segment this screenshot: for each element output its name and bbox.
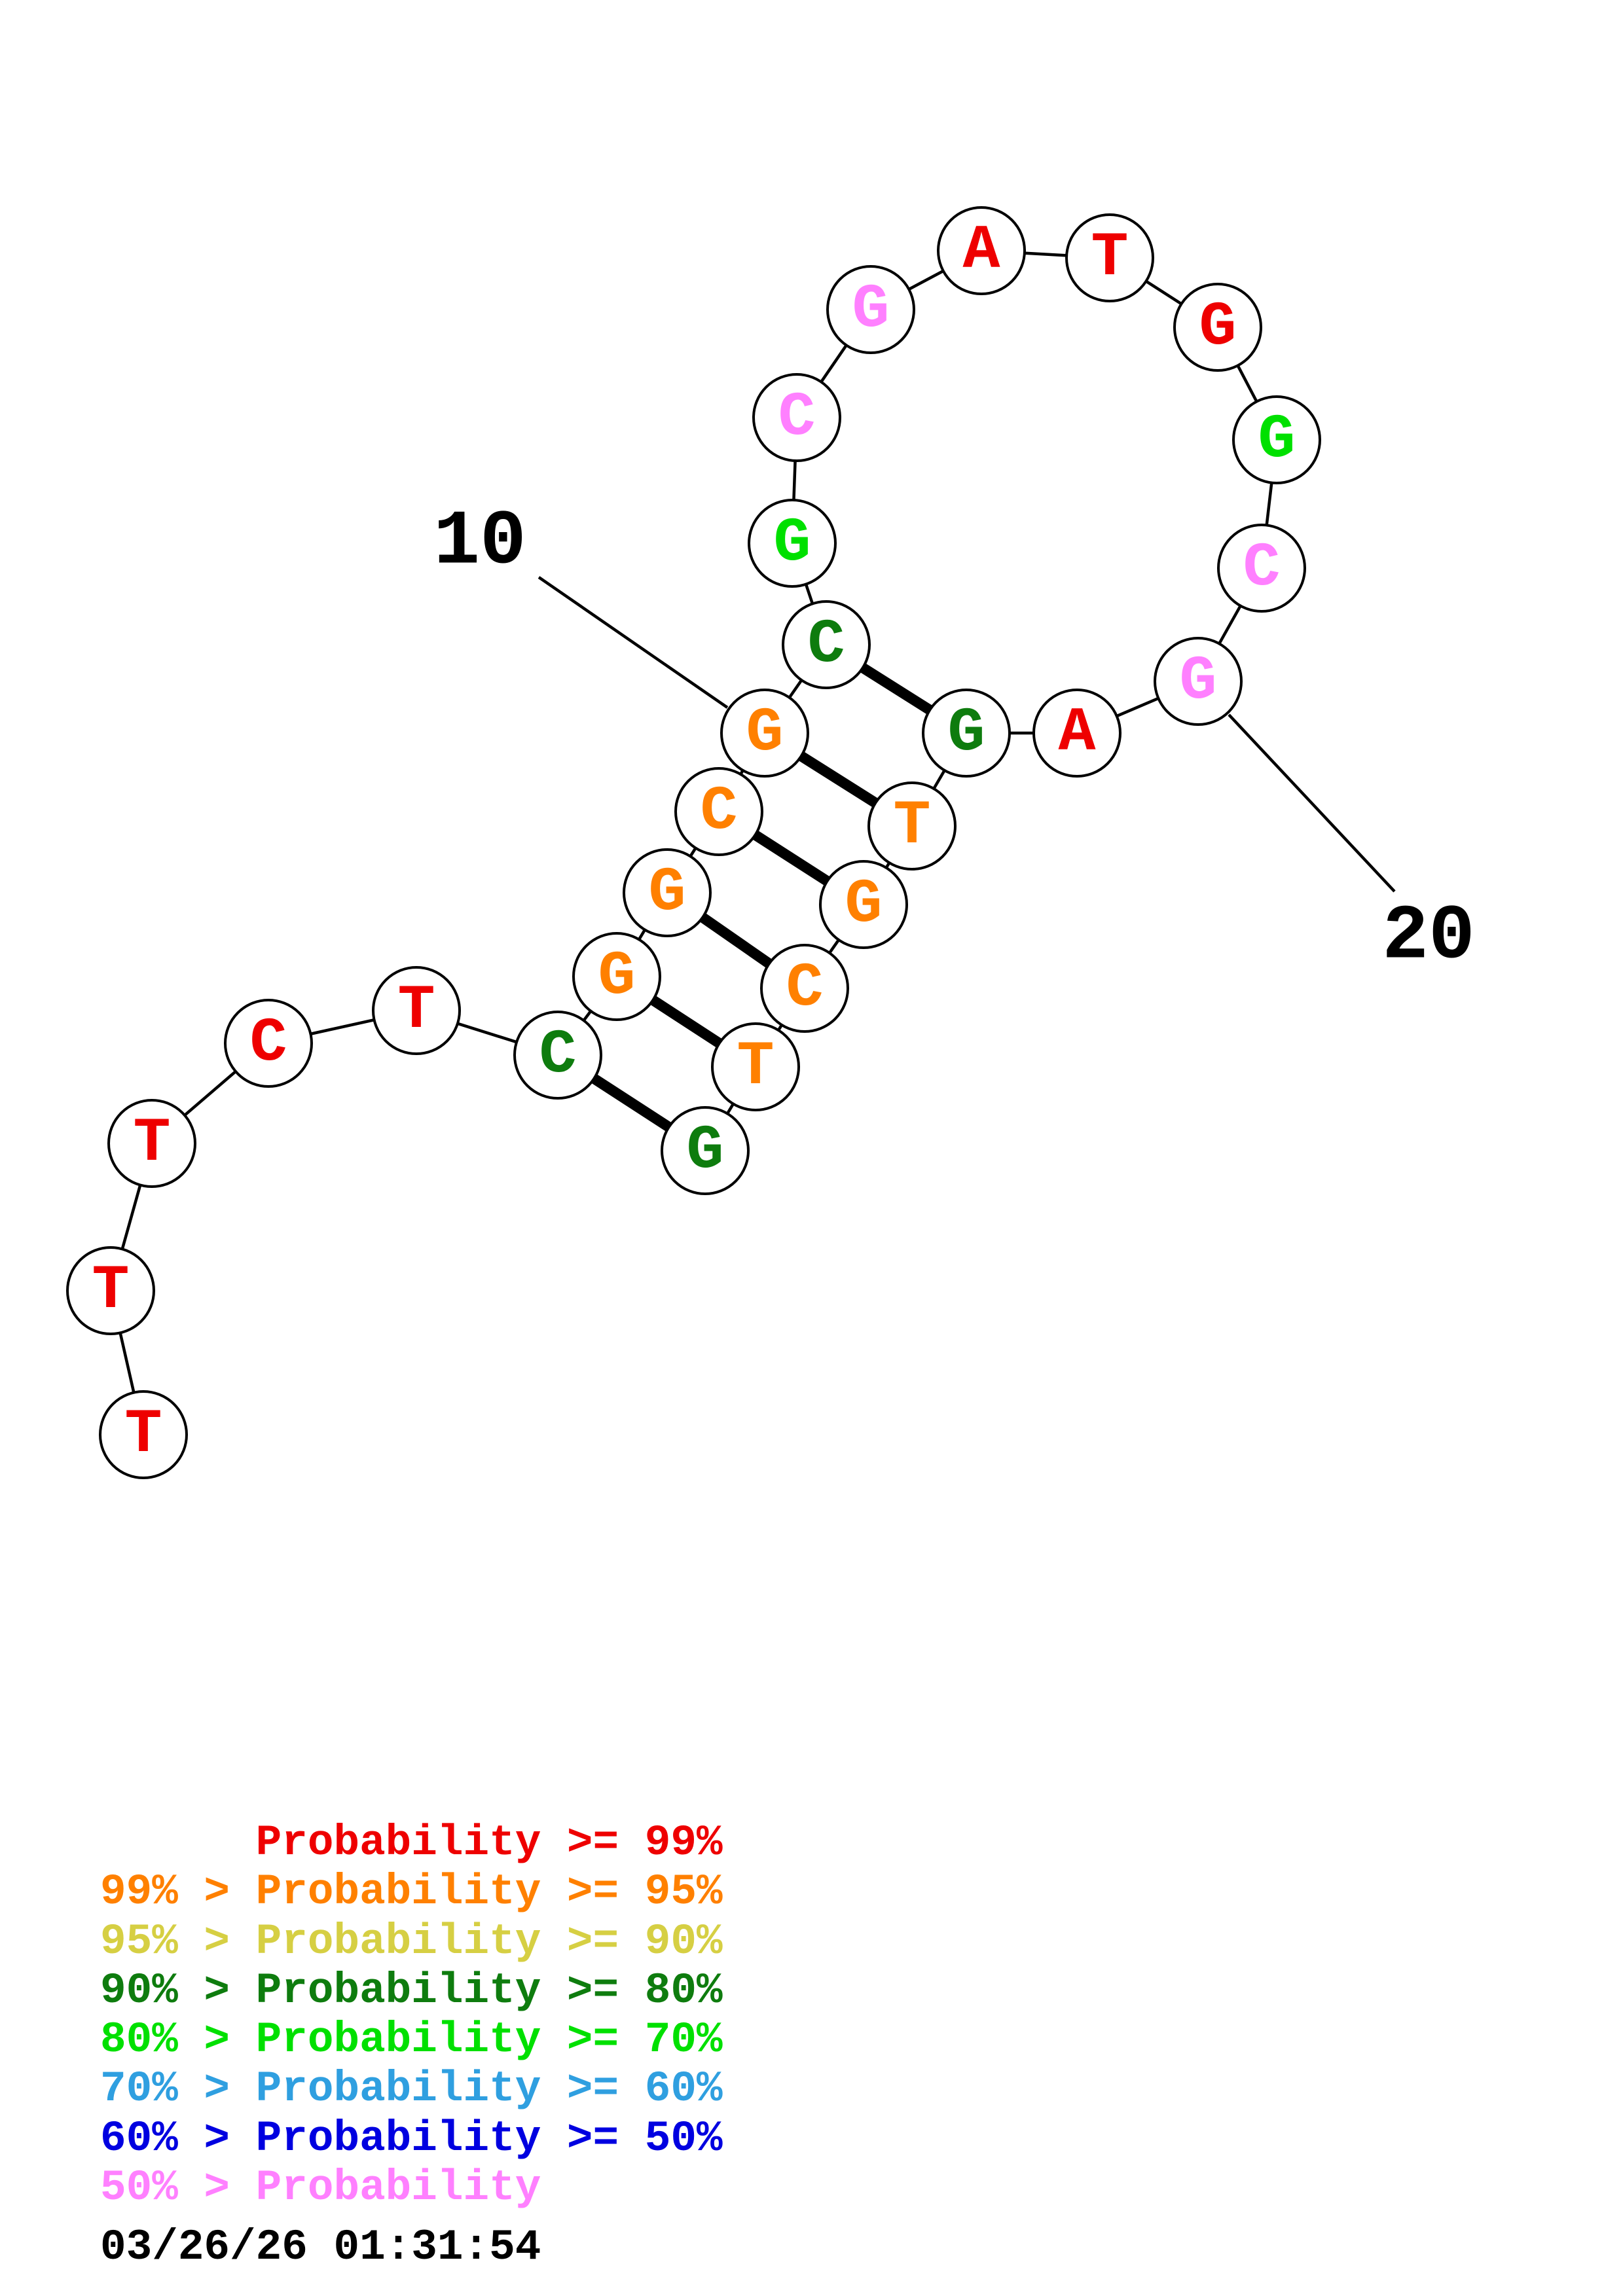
nucleotide-base: G [852,274,889,345]
nucleotide-base: C [249,1008,287,1079]
nucleotide-circle [752,373,841,462]
nucleotide-circle [937,206,1026,295]
nucleotide-circle [760,944,849,1033]
nucleotide-circle [513,1011,602,1100]
nucleotide-circle [748,499,837,588]
nucleotide-circle [826,265,915,354]
nucleotide-base: G [947,698,985,768]
nucleotide-base: G [1258,404,1295,475]
nucleotide-base: T [1091,223,1128,293]
nucleotide-circle [1217,524,1306,613]
nucleotide-circle [224,999,313,1088]
nucleotide-circle [107,1099,196,1188]
nucleotide-circle [782,600,871,689]
nucleotide-base: G [648,857,685,928]
legend-line: 99% > Probability >= 95% [100,1867,723,1917]
nucleotide-base: C [807,609,845,680]
nucleotide-base: G [1179,646,1216,717]
probability-legend: Probability >= 99% 99% > Probability >= 9… [100,1818,723,2212]
legend-line: 70% > Probability >= 60% [100,2064,723,2114]
nucleotide-base: G [1199,292,1236,363]
nucleotide-base: A [1058,698,1096,768]
position-label: 10 [433,499,526,586]
nucleotide-base: C [700,776,737,847]
legend-line: 50% > Probability [100,2163,541,2213]
nucleotide-base: T [737,1031,774,1102]
nucleotide-base: C [778,382,815,453]
nucleotide-base: G [746,698,783,768]
nucleotide-base: C [539,1020,576,1090]
nucleotide-circle [1032,689,1122,778]
nucleotide-circle [372,966,461,1055]
nucleotide-circle [720,689,809,778]
nucleotide-circle [1173,283,1262,372]
nucleotide-circle [867,781,957,870]
nucleotide-circle [661,1106,750,1195]
nucleotide-circle [1154,637,1243,726]
nucleotide-base: T [893,791,930,861]
nucleotide-circle [922,689,1011,778]
nucleotide-circle [711,1022,800,1111]
nucleotide-base: T [133,1108,170,1179]
nucleotide-base: C [786,953,823,1024]
label-leader-line [1228,713,1396,893]
legend-line: 60% > Probability >= 50% [100,2113,723,2163]
timestamp: 03/26/26 01:31:54 [100,2223,541,2272]
legend-line: 95% > Probability >= 90% [100,1916,723,1966]
legend-line: 90% > Probability >= 80% [100,1965,723,2015]
legend-line: 80% > Probability >= 70% [100,2015,723,2065]
nucleotide-circle [99,1390,188,1479]
position-label: 20 [1382,894,1475,981]
nucleotide-base: T [124,1399,162,1470]
label-leader-line [538,576,729,709]
nucleotide-circle [674,767,763,856]
nucleotide-base: C [1243,533,1280,603]
nucleotide-base: G [845,869,882,940]
nucleotide-base: G [686,1115,723,1186]
nucleotide-base: G [598,941,635,1012]
legend-line: Probability >= 99% [100,1818,723,1867]
nucleotide-circle [572,932,661,1021]
nucleotide-circle [1065,213,1154,302]
nucleotide-base: A [962,215,1000,286]
nucleotide-circle [819,860,908,949]
nucleotide-circle [66,1246,155,1335]
nucleotide-base: T [92,1255,129,1326]
nucleotide-circle [623,848,712,937]
nucleotide-base: T [397,975,435,1046]
nucleotide-base: G [773,508,811,579]
nucleotide-circle [1232,395,1321,484]
